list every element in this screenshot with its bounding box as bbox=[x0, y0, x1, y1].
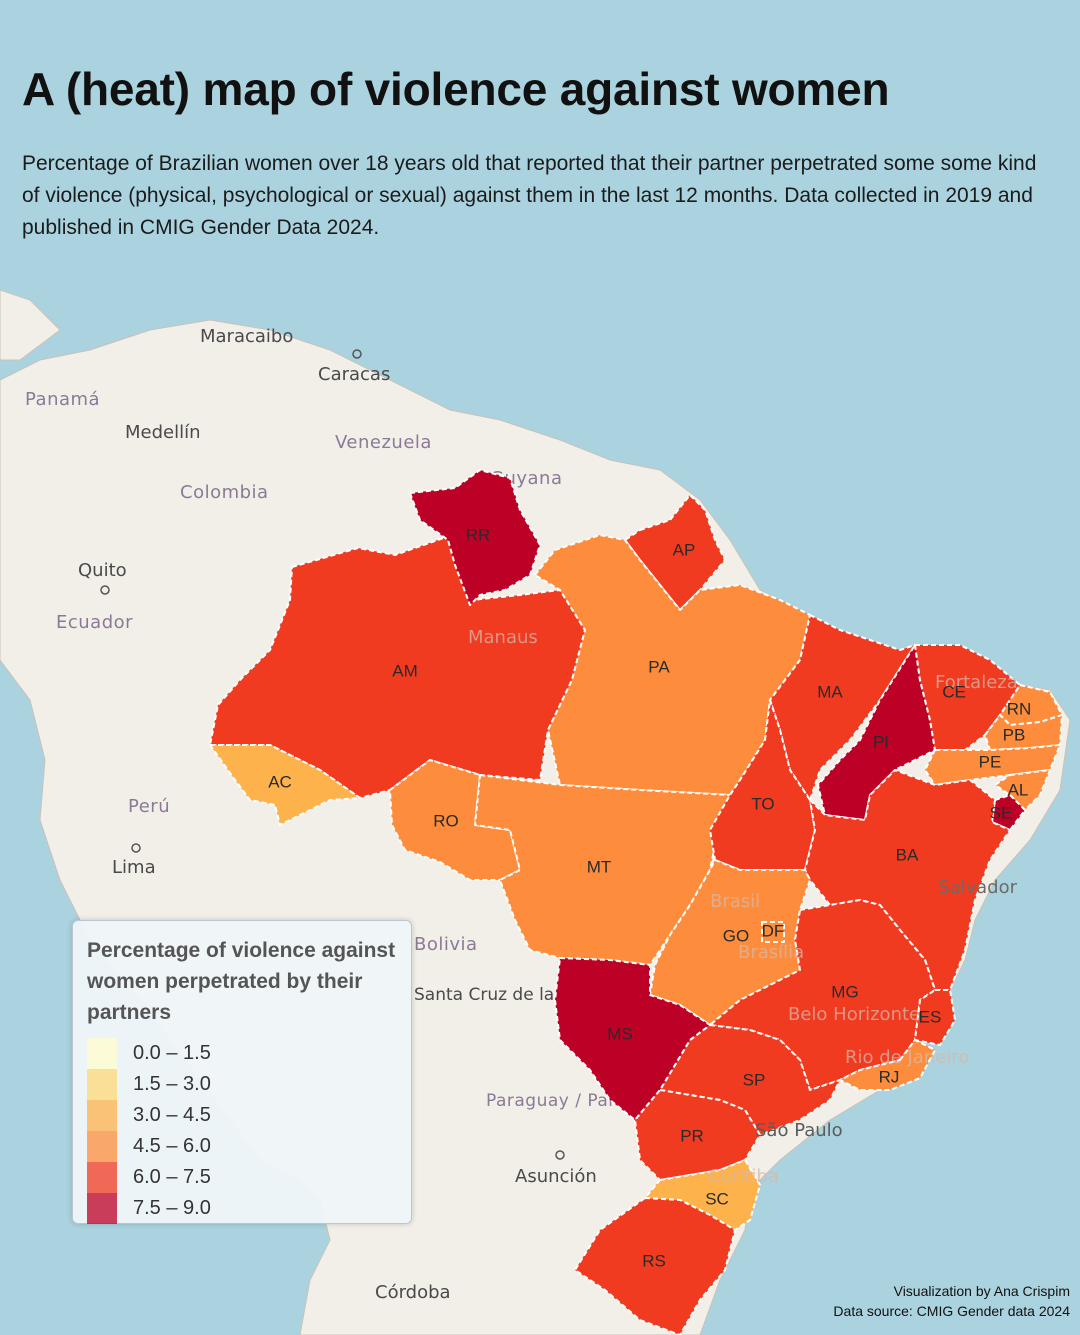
legend-title: Percentage of violence against women per… bbox=[87, 939, 396, 1024]
state-BA[interactable] bbox=[804, 769, 1011, 991]
label-medellin: Medellín bbox=[125, 422, 201, 443]
state-MT[interactable] bbox=[474, 774, 731, 966]
state-label-PB: PB bbox=[1003, 725, 1026, 744]
label-peru: Perú bbox=[128, 796, 170, 817]
state-label-PR: PR bbox=[680, 1126, 704, 1145]
state-SC[interactable] bbox=[644, 1159, 761, 1231]
state-label-MT: MT bbox=[587, 857, 612, 876]
state-label-SC: SC bbox=[705, 1189, 729, 1208]
state-label-ES: ES bbox=[919, 1007, 942, 1026]
label-quito: Quito bbox=[78, 560, 127, 581]
label-fortaleza: Fortaleza bbox=[935, 672, 1018, 693]
map-title: A (heat) map of violence against women bbox=[22, 63, 890, 115]
state-MS[interactable] bbox=[554, 957, 711, 1121]
legend-item: 7.5 – 9.0 bbox=[87, 1193, 397, 1224]
state-label-PE: PE bbox=[979, 752, 1002, 771]
capital-marker-asuncion bbox=[555, 1150, 565, 1160]
state-label-AC: AC bbox=[268, 772, 292, 791]
state-ES[interactable] bbox=[914, 989, 956, 1046]
state-MG[interactable] bbox=[709, 899, 936, 1091]
state-label-RJ: RJ bbox=[879, 1067, 900, 1086]
label-caracas: Caracas bbox=[318, 364, 390, 385]
credit-author: Visualization by Ana Crispim bbox=[893, 1283, 1070, 1299]
state-label-AM: AM bbox=[392, 661, 418, 680]
credits: Visualization by Ana Crispim Data source… bbox=[833, 1281, 1070, 1321]
state-label-SP: SP bbox=[743, 1070, 766, 1089]
label-belo-horizonte: Belo Horizonte bbox=[788, 1004, 920, 1025]
state-AC[interactable] bbox=[209, 744, 361, 826]
legend-label: 1.5 – 3.0 bbox=[133, 1073, 211, 1095]
land-central-america bbox=[0, 289, 61, 361]
legend-label: 7.5 – 9.0 bbox=[133, 1197, 211, 1219]
label-colombia: Colombia bbox=[180, 482, 269, 503]
legend-item: 0.0 – 1.5 bbox=[87, 1038, 397, 1069]
state-label-AP: AP bbox=[673, 540, 696, 559]
legend-swatch bbox=[87, 1131, 117, 1162]
map-subtitle: Percentage of Brazilian women over 18 ye… bbox=[22, 152, 1037, 239]
state-label-GO: GO bbox=[723, 926, 749, 945]
label-cordoba: Córdoba bbox=[375, 1282, 451, 1303]
label-rio: Rio de Janeiro bbox=[845, 1047, 969, 1068]
state-label-RR: RR bbox=[466, 525, 491, 544]
label-venezuela: Venezuela bbox=[335, 432, 432, 453]
label-asuncion: Asunción bbox=[515, 1166, 597, 1187]
states-layer[interactable] bbox=[209, 469, 1063, 1335]
state-GO[interactable] bbox=[649, 859, 811, 1026]
credit-source: Data source: CMIG Gender data 2024 bbox=[833, 1303, 1070, 1319]
label-curitiba: Curitiba bbox=[708, 1166, 779, 1187]
state-DF[interactable] bbox=[761, 921, 785, 943]
legend-swatch bbox=[87, 1100, 117, 1131]
label-salvador: Salvador bbox=[938, 877, 1018, 898]
state-RS[interactable] bbox=[574, 1197, 736, 1335]
state-RR[interactable] bbox=[409, 469, 541, 606]
capital-marker-caracas bbox=[352, 349, 362, 359]
state-label-MG: MG bbox=[831, 982, 858, 1001]
legend-swatch bbox=[87, 1038, 117, 1069]
label-brasil: Brasil bbox=[710, 891, 760, 912]
label-manaus: Manaus bbox=[468, 627, 538, 648]
state-RJ[interactable] bbox=[839, 1039, 936, 1091]
state-label-BA: BA bbox=[896, 845, 919, 864]
state-label-RN: RN bbox=[1007, 699, 1032, 718]
legend-label: 0.0 – 1.5 bbox=[133, 1042, 211, 1064]
label-maracaibo: Maracaibo bbox=[200, 326, 293, 347]
state-label-SE: SE bbox=[990, 803, 1013, 822]
label-brasilia: Brasília bbox=[738, 942, 804, 963]
state-label-PA: PA bbox=[648, 657, 670, 676]
legend-item: 1.5 – 3.0 bbox=[87, 1069, 397, 1100]
state-label-MS: MS bbox=[607, 1024, 633, 1043]
state-PR[interactable] bbox=[634, 1089, 761, 1181]
state-label-PI: PI bbox=[873, 732, 889, 751]
legend-swatch bbox=[87, 1069, 117, 1100]
state-labels: RR AP AM PA MA CE RN PB PI PE AC AL TO S… bbox=[268, 525, 1031, 1270]
state-label-AL: AL bbox=[1008, 780, 1029, 799]
label-sao-paulo: São Paulo bbox=[755, 1120, 843, 1141]
label-panama: Panamá bbox=[25, 389, 100, 410]
legend-swatch bbox=[87, 1162, 117, 1193]
city-labels-overlay: Manaus Fortaleza Salvador Brasil Brasíli… bbox=[468, 627, 1018, 1187]
capital-marker-quito bbox=[100, 585, 110, 595]
state-label-RS: RS bbox=[642, 1251, 666, 1270]
legend: Percentage of violence against women per… bbox=[72, 920, 412, 1224]
label-ecuador: Ecuador bbox=[56, 612, 133, 633]
capital-marker-lima bbox=[131, 843, 141, 853]
state-label-TO: TO bbox=[751, 794, 774, 813]
state-TO[interactable] bbox=[709, 699, 816, 871]
state-label-CE: CE bbox=[942, 682, 966, 701]
state-label-MA: MA bbox=[817, 682, 843, 701]
state-label-RO: RO bbox=[433, 811, 459, 830]
state-SE[interactable] bbox=[991, 794, 1026, 831]
legend-item: 4.5 – 6.0 bbox=[87, 1131, 397, 1162]
label-bolivia: Bolivia bbox=[414, 934, 478, 955]
state-label-DF: DF bbox=[762, 921, 785, 940]
legend-item: 6.0 – 7.5 bbox=[87, 1162, 397, 1193]
legend-label: 6.0 – 7.5 bbox=[133, 1166, 211, 1188]
legend-label: 4.5 – 6.0 bbox=[133, 1135, 211, 1157]
legend-item: 3.0 – 4.5 bbox=[87, 1100, 397, 1131]
legend-label: 3.0 – 4.5 bbox=[133, 1104, 211, 1126]
state-MA[interactable] bbox=[769, 614, 916, 801]
legend-items: 0.0 – 1.5 1.5 – 3.0 3.0 – 4.5 4.5 – 6.0 6.0 … bbox=[87, 1038, 397, 1224]
legend-swatch bbox=[87, 1193, 117, 1224]
label-lima: Lima bbox=[112, 857, 156, 878]
